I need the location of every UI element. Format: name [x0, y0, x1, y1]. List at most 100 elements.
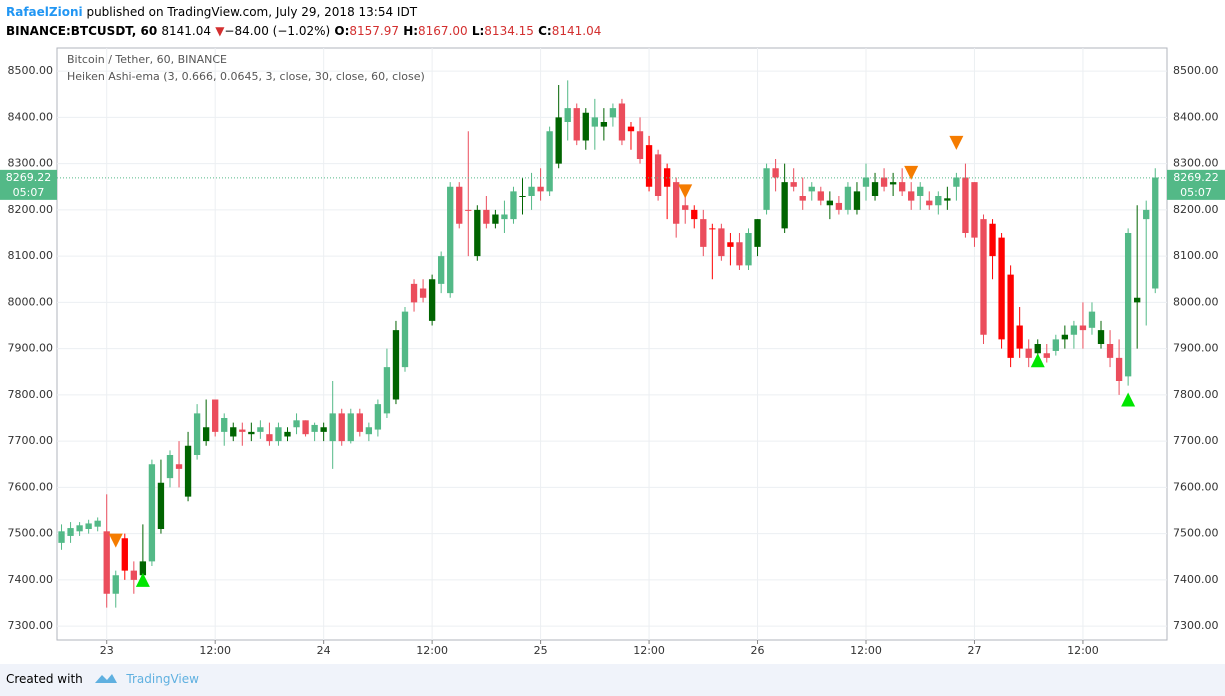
candle-body — [908, 191, 915, 201]
arrow: ▼ — [215, 24, 225, 38]
candle-body — [230, 427, 237, 437]
y-tick-label-right: 8300.00 — [1173, 157, 1219, 170]
candle-body — [401, 311, 409, 368]
candle-body — [374, 404, 382, 430]
quote-line: BINANCE:BTCUSDT, 60 8141.04 ▼−84.00 (−1.… — [6, 22, 601, 41]
candle-body — [736, 242, 743, 266]
y-tick-label-right: 8100.00 — [1173, 249, 1219, 262]
candle-body — [745, 233, 752, 266]
price-tag-label: 8269.22 — [1173, 171, 1219, 184]
x-tick-label: 12:00 — [633, 644, 665, 657]
candle-body — [465, 209, 472, 211]
candle-body — [871, 182, 879, 196]
candle-body — [483, 209, 490, 224]
candle-body — [853, 191, 861, 210]
candle-body — [663, 168, 671, 187]
candle-body — [447, 186, 454, 294]
candle-body — [582, 112, 589, 141]
high: 8167.00 — [418, 24, 468, 38]
plot-frame — [56, 47, 1168, 641]
price-tag — [0, 169, 57, 200]
y-tick-label: 8400.00 — [8, 110, 54, 123]
l-label: L: — [471, 24, 485, 38]
sell-signal — [108, 533, 123, 548]
x-tick-label: 12:00 — [199, 644, 231, 657]
x-tick-label: 24 — [317, 644, 331, 657]
candle-body — [971, 182, 978, 238]
candle-body — [980, 219, 987, 335]
candle-body — [1025, 348, 1032, 358]
y-tick-label-right: 8500.00 — [1173, 64, 1219, 77]
candle-body — [935, 196, 942, 206]
y-tick-label-right: 8000.00 — [1173, 295, 1219, 308]
candle-body — [311, 424, 318, 432]
brand[interactable]: TradingView — [126, 672, 199, 686]
candle-body — [799, 196, 806, 201]
candle-body — [682, 205, 689, 210]
candle-body — [564, 108, 571, 122]
candle-body — [302, 420, 309, 435]
logo — [94, 674, 117, 683]
candle-body — [492, 214, 499, 224]
x-tick-label: 26 — [751, 644, 765, 657]
candle-body — [727, 242, 734, 247]
candle-body — [284, 431, 291, 437]
candle-body — [1043, 353, 1050, 358]
sell-signal — [904, 165, 919, 180]
candle-body — [1124, 233, 1132, 377]
y-tick-label-right: 7400.00 — [1173, 573, 1219, 586]
publish-line: RafaelZioni published on TradingView.com… — [6, 3, 601, 22]
candle-body — [673, 182, 680, 224]
candle-body — [275, 427, 282, 442]
y-tick-label: 8200.00 — [8, 203, 54, 216]
sell-signal — [678, 184, 693, 199]
price-timer: 05:07 — [1180, 186, 1212, 199]
candle-body — [718, 228, 725, 257]
candle-body — [510, 191, 517, 220]
candle-body — [645, 145, 653, 187]
y-tick-label-right: 8200.00 — [1173, 203, 1219, 216]
y-tick-label: 8500.00 — [8, 64, 54, 77]
candle-body — [790, 182, 797, 187]
y-tick-label-right: 7900.00 — [1173, 342, 1219, 355]
y-tick-label-right: 8400.00 — [1173, 110, 1219, 123]
candle-body — [365, 427, 373, 435]
candle-body — [691, 209, 698, 220]
candle-body — [410, 283, 418, 303]
x-tick-label: 12:00 — [1067, 644, 1099, 657]
candle-body — [944, 198, 951, 201]
candle-body — [474, 209, 481, 257]
y-tick-label-right: 7500.00 — [1173, 527, 1219, 540]
candle-body — [356, 413, 363, 432]
candle-body — [519, 196, 526, 197]
price-tag — [1167, 169, 1225, 200]
candle-body — [58, 531, 65, 543]
y-tick-label-right: 7600.00 — [1173, 480, 1219, 493]
candle-body — [130, 570, 137, 580]
candle-body — [763, 168, 770, 210]
author[interactable]: RafaelZioni — [6, 5, 83, 19]
candle-body — [917, 186, 924, 196]
candle-body — [618, 103, 626, 141]
candle-body — [437, 256, 445, 284]
candle-body — [184, 445, 192, 497]
candle-body — [293, 420, 300, 428]
candle-body — [148, 464, 156, 562]
buy-signal — [135, 572, 150, 587]
candle-body — [320, 427, 327, 432]
candle-body — [926, 200, 933, 206]
y-tick-label: 8000.00 — [8, 295, 54, 308]
y-tick-label: 7300.00 — [8, 619, 54, 632]
candle-body — [1007, 274, 1014, 358]
last: 8141.04 — [161, 24, 211, 38]
candle-body — [1106, 344, 1114, 358]
candle-body — [166, 455, 174, 479]
candle-body — [844, 186, 852, 210]
y-tick-label: 7900.00 — [8, 342, 54, 355]
candle-body — [636, 131, 644, 159]
x-tick-label: 27 — [967, 644, 981, 657]
footer: Created with TradingView — [0, 664, 1225, 696]
candle-body — [112, 575, 119, 594]
candle-body — [591, 117, 598, 127]
y-tick-label: 8300.00 — [8, 157, 54, 170]
